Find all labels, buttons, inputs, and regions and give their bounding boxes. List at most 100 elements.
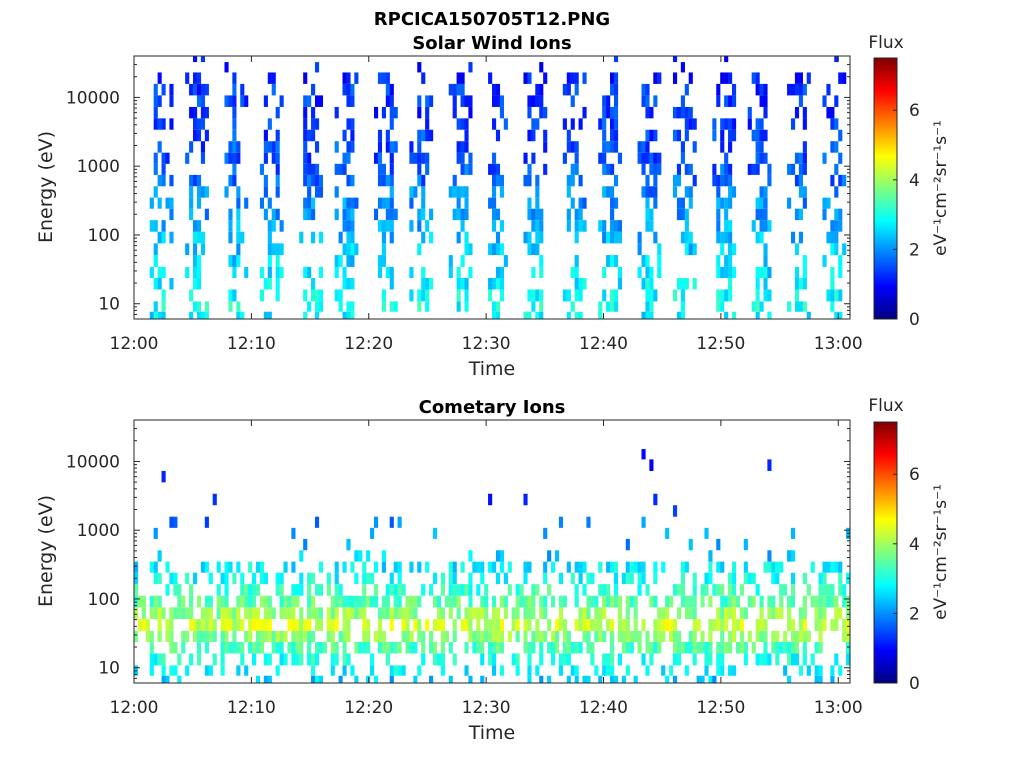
flux-cell	[169, 665, 174, 676]
flux-cell	[802, 653, 807, 666]
flux-cell	[814, 675, 819, 683]
flux-cell	[610, 83, 615, 96]
flux-cell	[617, 220, 623, 232]
flux-cell	[503, 118, 508, 130]
flux-cell	[566, 72, 571, 84]
y-tick-label: 10	[98, 659, 120, 679]
flux-cell	[464, 118, 469, 130]
flux-cell	[641, 278, 646, 290]
flux-cell	[759, 95, 764, 107]
flux-cell	[397, 572, 402, 585]
flux-cell	[543, 595, 548, 608]
flux-cell	[633, 607, 638, 620]
flux-cell	[295, 642, 300, 654]
flux-cell	[724, 208, 729, 221]
flux-cell	[842, 619, 847, 631]
flux-cell	[708, 572, 713, 585]
flux-cell	[220, 572, 225, 585]
flux-cell	[385, 197, 390, 209]
flux-cell	[346, 220, 351, 232]
flux-cell	[342, 129, 347, 142]
flux-cell	[362, 572, 367, 585]
flux-cell	[625, 665, 630, 676]
flux-cell	[452, 584, 457, 596]
flux-cell	[507, 561, 512, 573]
flux-cell	[763, 255, 768, 267]
flux-cell	[342, 619, 347, 631]
flux-cell	[460, 72, 465, 84]
flux-cell	[421, 231, 426, 244]
flux-cell	[425, 220, 430, 232]
flux-cell	[625, 572, 630, 585]
flux-cell	[755, 163, 760, 175]
flux-cell	[480, 595, 485, 608]
flux-cell	[613, 118, 619, 130]
flux-cell	[606, 95, 611, 107]
flux-cell	[649, 301, 654, 312]
flux-cell	[763, 106, 768, 119]
flux-cell	[377, 220, 383, 232]
flux-cell	[259, 642, 265, 654]
flux-cell	[763, 630, 768, 643]
flux-cell	[846, 642, 851, 654]
flux-cell	[346, 278, 351, 290]
flux-cell	[468, 266, 473, 279]
flux-cell	[228, 220, 233, 232]
flux-cell	[397, 584, 402, 596]
flux-cell	[440, 619, 445, 631]
flux-cell	[700, 584, 705, 596]
flux-cell	[637, 572, 642, 585]
flux-cell	[389, 231, 394, 244]
flux-cell	[755, 152, 760, 164]
flux-cell	[539, 595, 544, 608]
flux-cell	[602, 129, 607, 142]
flux-cell	[499, 595, 504, 608]
flux-cell	[271, 208, 276, 221]
x-tick-label: 12:50	[696, 698, 745, 718]
flux-cell	[196, 197, 202, 209]
flux-cell	[436, 595, 442, 608]
flux-cell	[460, 255, 465, 267]
flux-cell	[704, 584, 709, 596]
flux-cell	[503, 255, 508, 267]
flux-cell	[259, 619, 265, 631]
colorbar-tick-label: 4	[909, 535, 920, 555]
flux-cell	[208, 665, 213, 676]
flux-cell	[515, 630, 520, 643]
flux-cell	[661, 619, 666, 631]
flux-cell	[153, 83, 158, 96]
flux-cell	[291, 607, 296, 620]
flux-cell	[244, 266, 249, 279]
flux-cell	[724, 118, 729, 130]
flux-cell	[232, 642, 237, 654]
flux-cell	[570, 118, 575, 130]
flux-cell	[204, 129, 209, 142]
flux-cell	[468, 95, 473, 107]
flux-cell	[842, 174, 847, 187]
flux-cell	[472, 630, 477, 643]
flux-cell	[755, 266, 760, 279]
flux-cell	[232, 106, 237, 119]
flux-cell	[806, 584, 811, 596]
flux-cell	[515, 665, 520, 676]
flux-cell	[539, 106, 544, 119]
flux-cell	[244, 595, 249, 608]
flux-cell	[527, 163, 532, 175]
flux-cell	[523, 174, 528, 187]
flux-cell	[330, 630, 335, 643]
flux-cell	[307, 595, 312, 608]
flux-cell	[794, 106, 800, 119]
flux-cell	[629, 595, 634, 608]
flux-cell	[476, 607, 481, 620]
flux-cell	[790, 118, 796, 130]
flux-cell	[539, 95, 544, 107]
flux-cell	[366, 619, 371, 631]
flux-cell	[295, 630, 300, 643]
flux-cell	[224, 595, 229, 608]
flux-cell	[397, 607, 402, 620]
flux-cell	[385, 129, 390, 142]
flux-cell	[295, 619, 300, 631]
flux-cell	[641, 561, 646, 573]
flux-cell	[204, 106, 209, 119]
